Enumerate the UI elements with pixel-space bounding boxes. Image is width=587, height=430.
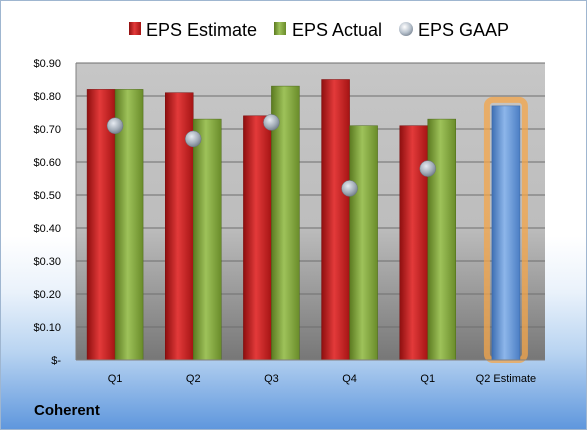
y-tick-label: $0.90 xyxy=(33,58,61,70)
bar-eps-estimate xyxy=(86,89,116,361)
y-tick-label: $0.60 xyxy=(33,157,61,169)
plot-area xyxy=(76,63,545,360)
legend-swatch-gaap xyxy=(399,22,413,36)
bar-eps-actual xyxy=(349,125,378,361)
bar-eps-actual xyxy=(114,89,144,361)
y-tick-label: $0.40 xyxy=(33,223,61,235)
x-axis: Q1 Q2 Q3 Q4 Q1 Q2 Estimate xyxy=(76,359,545,385)
bar-q2-estimate xyxy=(491,105,521,361)
marker-eps-gaap xyxy=(263,114,280,131)
y-tick-label: $- xyxy=(51,355,61,367)
gridlines xyxy=(76,62,545,361)
marker-eps-gaap xyxy=(419,160,436,177)
marker-eps-gaap xyxy=(341,180,358,197)
x-tick-label: Q3 xyxy=(264,373,279,385)
y-axis: $- $0.10 $0.20 $0.30 $0.40 $0.50 $0.60 $0.70 $0.… xyxy=(33,58,77,367)
bars xyxy=(86,79,528,364)
y-tick-label: $0.10 xyxy=(33,322,61,334)
gaap-markers xyxy=(106,114,436,197)
bar-eps-estimate xyxy=(321,79,350,361)
legend-swatch-actual xyxy=(274,22,286,35)
legend-label-gaap: EPS GAAP xyxy=(418,20,509,40)
x-tick-label: Q1 xyxy=(108,373,123,385)
bar-eps-actual xyxy=(271,85,300,361)
bar-eps-estimate xyxy=(399,125,428,361)
x-tick-label: Q1 xyxy=(420,373,435,385)
legend: EPS Estimate EPS Actual EPS GAAP xyxy=(129,20,509,40)
bar-eps-actual xyxy=(193,118,222,361)
y-tick-label: $0.50 xyxy=(33,190,61,202)
marker-eps-gaap xyxy=(106,117,124,134)
company-name: Coherent xyxy=(34,402,100,419)
legend-swatch-estimate xyxy=(129,22,141,35)
y-tick-label: $0.20 xyxy=(33,289,61,301)
legend-label-estimate: EPS Estimate xyxy=(146,20,257,40)
y-tick-label: $0.30 xyxy=(33,256,61,268)
x-tick-label: Q4 xyxy=(342,373,357,385)
y-tick-label: $0.80 xyxy=(33,91,61,103)
x-tick-label: Q2 Estimate xyxy=(476,373,537,385)
x-tick-label: Q2 xyxy=(186,373,201,385)
legend-label-actual: EPS Actual xyxy=(292,20,382,40)
bar-eps-estimate xyxy=(243,115,272,361)
y-tick-label: $0.70 xyxy=(33,124,61,136)
marker-eps-gaap xyxy=(185,130,202,148)
bar-eps-actual xyxy=(427,118,456,361)
